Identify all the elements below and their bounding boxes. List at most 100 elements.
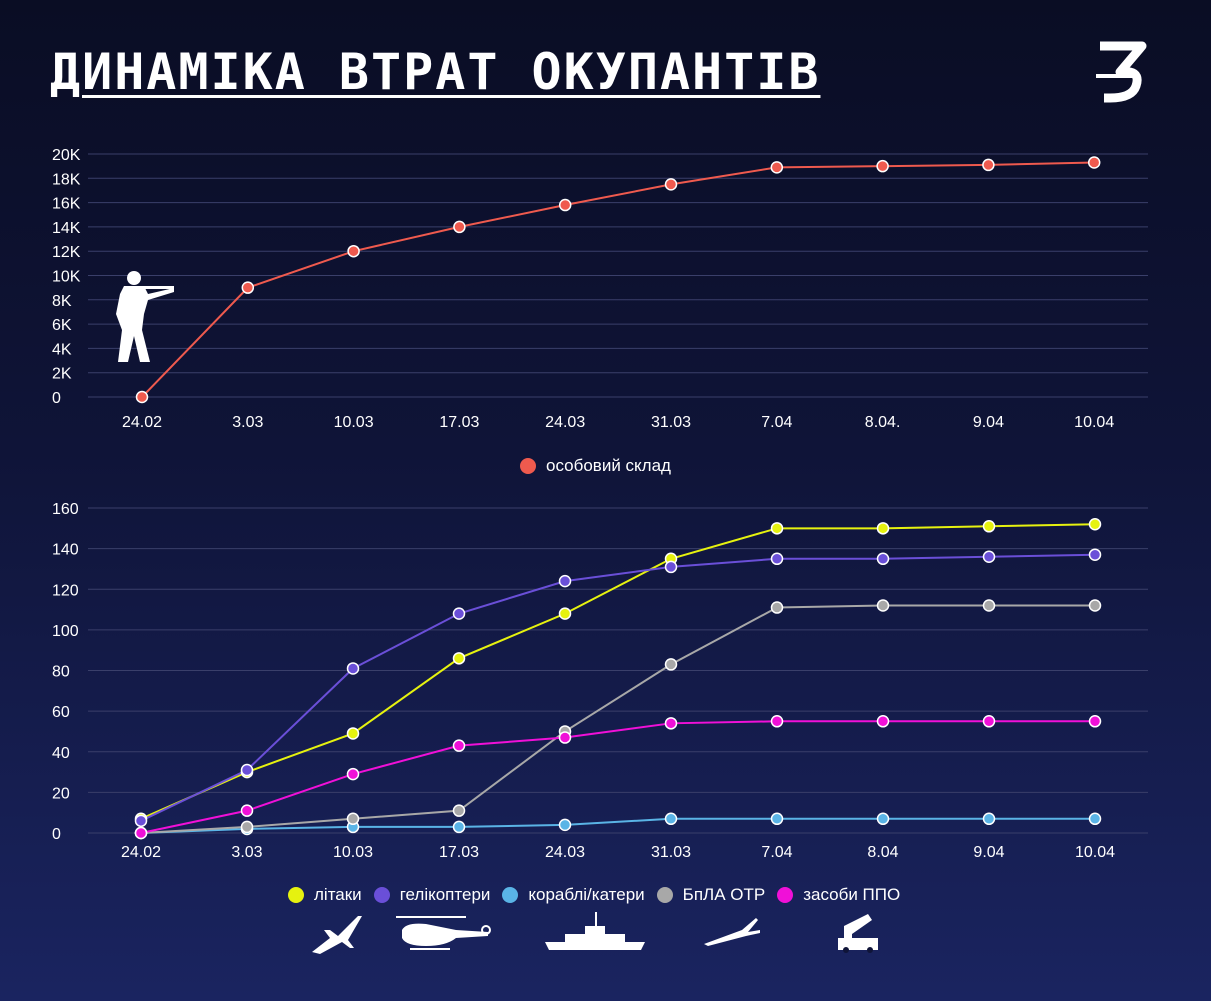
- series-line: [141, 161, 1095, 398]
- legend-label-aircraft: літаки: [314, 885, 362, 904]
- chart-equipment: 0 20 40 60 80 100 120 140 160 24.02 3.03 10.03 17.03…: [52, 501, 1148, 861]
- y-tick-label: 120: [52, 582, 79, 599]
- data-point: [770, 522, 784, 535]
- legend-equipment: літаки гелікоптери кораблі/катери БпЛА О…: [288, 885, 912, 905]
- x-tick-label: 10.04: [1075, 844, 1115, 861]
- data-point: [134, 814, 148, 828]
- data-point: [1087, 156, 1101, 169]
- x-tick-label: 9.04: [973, 414, 1004, 431]
- legend-dot-personnel: [520, 458, 536, 474]
- legend-label-personnel: особовий склад: [546, 456, 671, 475]
- data-point: [452, 652, 466, 665]
- data-point: [982, 158, 995, 172]
- helicopter-icon: [396, 916, 491, 950]
- chart-personnel: 0 2K 4K 6K 8K 10K 12K 14K 16K 18K 20K 24.02 3.03 10.0…: [52, 147, 1148, 431]
- x-tick-label: 9.04: [973, 844, 1004, 861]
- y-tick-label: 2K: [52, 366, 72, 383]
- data-point: [452, 804, 466, 817]
- y-tick-label: 0: [52, 826, 61, 843]
- data-point: [1088, 548, 1102, 561]
- x-tick-label: 24.03: [545, 844, 585, 861]
- data-point: [982, 520, 996, 533]
- x-tick-label: 3.03: [232, 414, 263, 431]
- data-point: [558, 731, 572, 744]
- data-point: [770, 161, 784, 174]
- x-tick-label: 31.03: [651, 844, 691, 861]
- series-line: [140, 523, 1096, 820]
- airplane-icon: [312, 916, 362, 954]
- data-point: [240, 763, 254, 777]
- logo-icon: [1096, 41, 1147, 103]
- data-point: [135, 390, 149, 404]
- warship-icon: [545, 912, 645, 950]
- series-line: [140, 720, 1095, 834]
- equipment-icons: [312, 912, 878, 954]
- air-defense-launcher-icon: [838, 914, 878, 953]
- data-point: [134, 826, 148, 840]
- legend-item-helicopters: гелікоптери: [373, 885, 491, 905]
- series-line: [140, 553, 1096, 822]
- series-line: [140, 817, 1095, 834]
- data-point: [664, 717, 678, 730]
- y-tick-label: 20K: [52, 147, 81, 164]
- data-point: [876, 812, 890, 826]
- x-tick-label: 17.03: [439, 414, 479, 431]
- legend-dot-ships: [502, 887, 519, 903]
- x-tick-label: 31.03: [651, 414, 691, 431]
- legend-item-ships: кораблі/катери: [502, 885, 645, 905]
- x-tick-label: 24.03: [545, 414, 585, 431]
- x-tick-label: 10.03: [333, 844, 373, 861]
- legend-item-aircraft: літаки: [288, 885, 362, 905]
- legend-dot-air-defense: [777, 887, 794, 903]
- data-point: [240, 804, 254, 817]
- data-point: [558, 574, 572, 588]
- data-point: [770, 812, 784, 826]
- data-point: [770, 552, 784, 566]
- y-tick-label: 16K: [52, 196, 81, 213]
- data-point: [1088, 715, 1102, 728]
- x-tick-label: 10.04: [1074, 414, 1114, 431]
- y-tick-label: 80: [52, 664, 70, 681]
- data-point: [346, 727, 360, 740]
- data-point: [770, 715, 784, 728]
- data-point: [241, 281, 255, 294]
- data-point: [664, 178, 678, 191]
- series-line: [140, 604, 1095, 834]
- y-tick-label: 160: [52, 501, 79, 518]
- data-point: [452, 607, 466, 620]
- y-tick-label: 18K: [52, 171, 81, 188]
- logo: [1090, 40, 1150, 109]
- legend-personnel: особовий склад: [520, 456, 671, 476]
- x-tick-label: 3.03: [231, 844, 262, 861]
- data-point: [346, 662, 360, 675]
- y-tick-label: 12K: [52, 244, 81, 261]
- data-point: [664, 560, 678, 574]
- x-tick-label: 24.02: [122, 414, 162, 431]
- y-tick-label: 0: [52, 390, 61, 407]
- data-point: [982, 550, 996, 563]
- data-point: [664, 812, 678, 826]
- legend-item-uav: БпЛА ОТР: [656, 885, 765, 905]
- data-point: [558, 607, 572, 620]
- y-tick-label: 8K: [52, 293, 72, 310]
- x-tick-label: 17.03: [439, 844, 479, 861]
- data-point: [982, 812, 996, 826]
- data-point: [346, 812, 360, 826]
- data-point: [664, 658, 678, 671]
- legend-label-helicopters: гелікоптери: [399, 885, 491, 904]
- y-tick-label: 100: [52, 623, 79, 640]
- legend-dot-aircraft: [288, 887, 304, 903]
- drone-icon: [704, 918, 760, 946]
- y-tick-label: 60: [52, 704, 70, 721]
- x-tick-label: 8.04.: [865, 414, 901, 431]
- data-point: [876, 552, 890, 566]
- data-point: [240, 820, 254, 834]
- legend-dot-helicopters: [373, 887, 390, 903]
- page-title: ДИНАМІКА ВТРАТ ОКУПАНТІВ: [50, 43, 821, 101]
- y-tick-label: 6K: [52, 317, 72, 334]
- soldier-icon: [116, 271, 174, 362]
- x-tick-label: 8.04: [867, 844, 898, 861]
- data-point: [558, 818, 572, 832]
- y-tick-label: 10K: [52, 269, 81, 286]
- legend-label-ships: кораблі/катери: [528, 885, 645, 904]
